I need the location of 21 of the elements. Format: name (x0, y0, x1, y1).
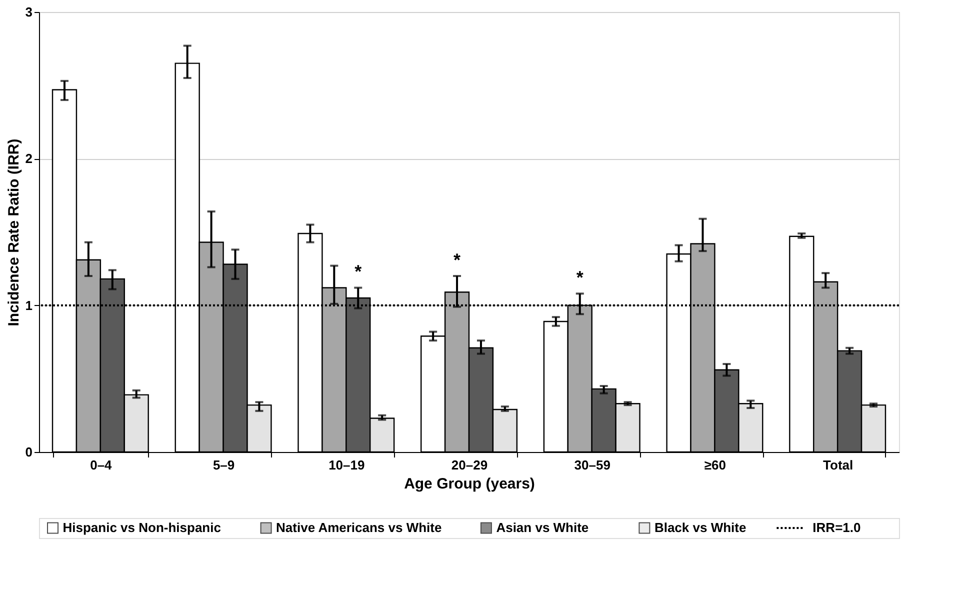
y-tick-label: 0 (25, 444, 32, 460)
legend-label: Native Americans vs White (276, 520, 442, 535)
x-tick-label: 20–29 (451, 458, 488, 472)
data-label: * (576, 268, 584, 288)
legend-label: Black vs White (654, 520, 746, 535)
y-axis-title: Incidence Rate Ratio (IRR) (5, 138, 22, 326)
x-tick-label: 30–59 (574, 458, 610, 472)
data-label: * (454, 250, 461, 270)
x-tick-label: 0–4 (90, 458, 113, 472)
y-tick-label: 2 (25, 151, 32, 166)
x-tick-label: Total (823, 458, 854, 472)
legend-label: Hispanic vs Non-hispanic (62, 520, 221, 535)
x-axis-title: Age Group (years) (404, 476, 535, 492)
x-tick-label: ≥60 (704, 458, 726, 472)
y-tick-label: 3 (25, 4, 32, 20)
y-tick-label: 1 (25, 298, 32, 313)
legend-label: IRR=1.0 (812, 520, 861, 535)
x-tick-label: 5–9 (212, 458, 235, 472)
x-tick-label: 10–19 (328, 458, 365, 472)
data-label: * (354, 262, 362, 282)
legend-label: Asian vs White (496, 520, 589, 535)
